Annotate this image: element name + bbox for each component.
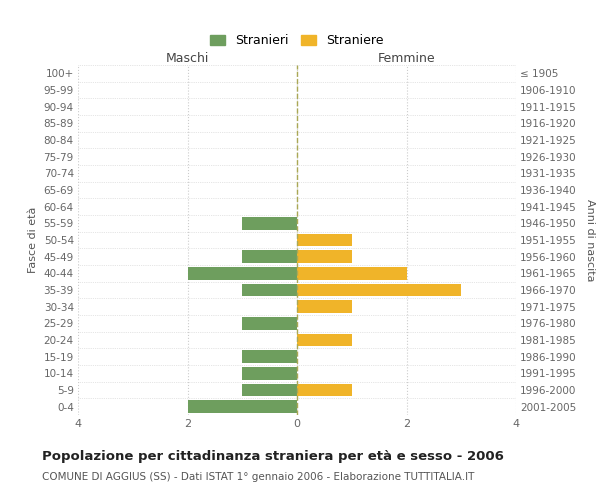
Bar	[297, 250, 352, 263]
Bar	[297, 234, 352, 246]
Y-axis label: Anni di nascita: Anni di nascita	[585, 198, 595, 281]
Bar	[242, 250, 297, 263]
Y-axis label: Fasce di età: Fasce di età	[28, 207, 38, 273]
Bar	[242, 350, 297, 363]
Text: Femmine: Femmine	[377, 52, 436, 65]
Bar	[297, 284, 461, 296]
Bar	[187, 267, 297, 280]
Bar	[242, 367, 297, 380]
Bar	[297, 267, 407, 280]
Bar	[297, 384, 352, 396]
Text: COMUNE DI AGGIUS (SS) - Dati ISTAT 1° gennaio 2006 - Elaborazione TUTTITALIA.IT: COMUNE DI AGGIUS (SS) - Dati ISTAT 1° ge…	[42, 472, 475, 482]
Bar	[242, 284, 297, 296]
Text: Maschi: Maschi	[166, 52, 209, 65]
Bar	[242, 384, 297, 396]
Legend: Stranieri, Straniere: Stranieri, Straniere	[205, 29, 389, 52]
Bar	[242, 217, 297, 230]
Bar	[297, 300, 352, 313]
Text: Popolazione per cittadinanza straniera per età e sesso - 2006: Popolazione per cittadinanza straniera p…	[42, 450, 504, 463]
Bar	[297, 334, 352, 346]
Bar	[187, 400, 297, 413]
Bar	[242, 317, 297, 330]
